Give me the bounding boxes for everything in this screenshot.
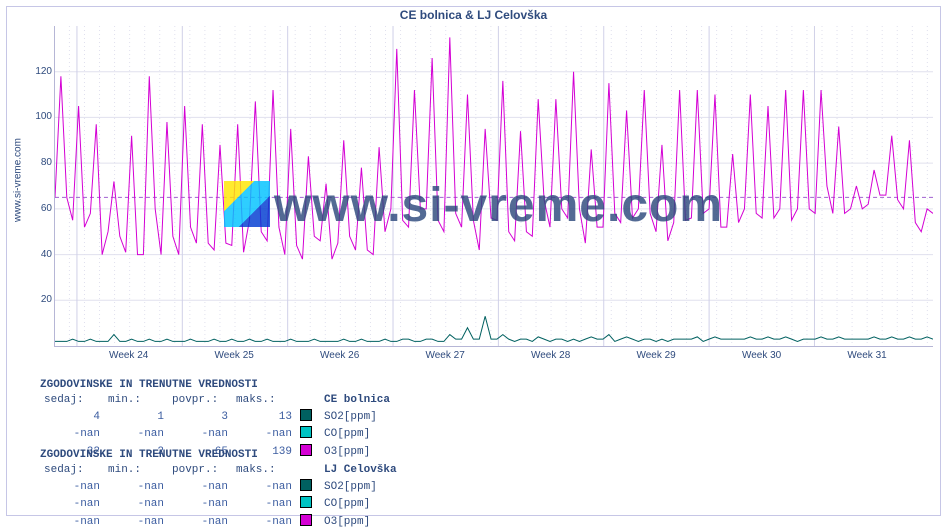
legend-station: LJ Celovška (320, 463, 401, 478)
legend-value: 4 (40, 409, 104, 426)
legend-series-label: SO2[ppm] (320, 479, 401, 496)
legend-col: min.: (104, 463, 168, 478)
legend-swatch (296, 426, 320, 443)
legend-table: sedaj:min.:povpr.:maks.:LJ Celovška-nan-… (40, 463, 401, 531)
source-link[interactable]: www.si-vreme.com (13, 138, 24, 222)
legend-value: -nan (104, 514, 168, 531)
legend-value: -nan (104, 479, 168, 496)
legend-value: -nan (232, 479, 296, 496)
plot-svg (55, 26, 933, 346)
legend-value: 13 (232, 409, 296, 426)
y-tick-label: 120 (32, 66, 52, 77)
legend-value: -nan (232, 426, 296, 443)
legend-swatch (296, 409, 320, 426)
legend-value: -nan (40, 496, 104, 513)
legend-value: -nan (168, 479, 232, 496)
legend-value: -nan (168, 496, 232, 513)
legend-series-label: O3[ppm] (320, 514, 401, 531)
legend-value: 3 (168, 409, 232, 426)
x-tick-label: Week 26 (320, 350, 359, 361)
y-tick-label: 100 (32, 111, 52, 122)
legend-col: povpr.: (168, 463, 232, 478)
legend-series-label: SO2[ppm] (320, 409, 394, 426)
legend-swatch (296, 496, 320, 513)
x-tick-label: Week 27 (425, 350, 464, 361)
legend-value: -nan (104, 426, 168, 443)
legend-value: -nan (40, 426, 104, 443)
legend-swatch (296, 479, 320, 496)
y-tick-label: 60 (32, 203, 52, 214)
y-tick-label: 20 (32, 294, 52, 305)
plot-area (54, 26, 933, 347)
legend-value: -nan (40, 514, 104, 531)
legend-value: -nan (104, 496, 168, 513)
x-tick-label: Week 25 (215, 350, 254, 361)
legend-block-2: ZGODOVINSKE IN TRENUTNE VREDNOSTIsedaj:m… (40, 448, 401, 531)
legend-swatch (296, 514, 320, 531)
x-tick-label: Week 30 (742, 350, 781, 361)
legend-col: sedaj: (40, 463, 104, 478)
legend-value: -nan (40, 479, 104, 496)
chart-title: CE bolnica & LJ Celovška (0, 8, 947, 22)
x-tick-label: Week 28 (531, 350, 570, 361)
legend-station: CE bolnica (320, 393, 394, 408)
y-tick-label: 40 (32, 249, 52, 260)
legend-col: sedaj: (40, 393, 104, 408)
legend-series-label: CO[ppm] (320, 426, 394, 443)
legend-value: -nan (168, 514, 232, 531)
legend-value: 1 (104, 409, 168, 426)
legend-col: min.: (104, 393, 168, 408)
legend-header: ZGODOVINSKE IN TRENUTNE VREDNOSTI (40, 448, 401, 463)
legend-value: -nan (232, 496, 296, 513)
chart-container: www.si-vreme.com CE bolnica & LJ Celovšk… (0, 0, 947, 522)
x-tick-label: Week 29 (636, 350, 675, 361)
legend-header: ZGODOVINSKE IN TRENUTNE VREDNOSTI (40, 378, 394, 393)
legend-col: maks.: (232, 393, 296, 408)
legend-series-label: CO[ppm] (320, 496, 401, 513)
legend-col: maks.: (232, 463, 296, 478)
x-tick-label: Week 31 (847, 350, 886, 361)
legend-value: -nan (168, 426, 232, 443)
y-tick-label: 80 (32, 157, 52, 168)
y-side-label[interactable]: www.si-vreme.com (13, 138, 24, 222)
x-tick-label: Week 24 (109, 350, 148, 361)
legend-value: -nan (232, 514, 296, 531)
legend-col: povpr.: (168, 393, 232, 408)
